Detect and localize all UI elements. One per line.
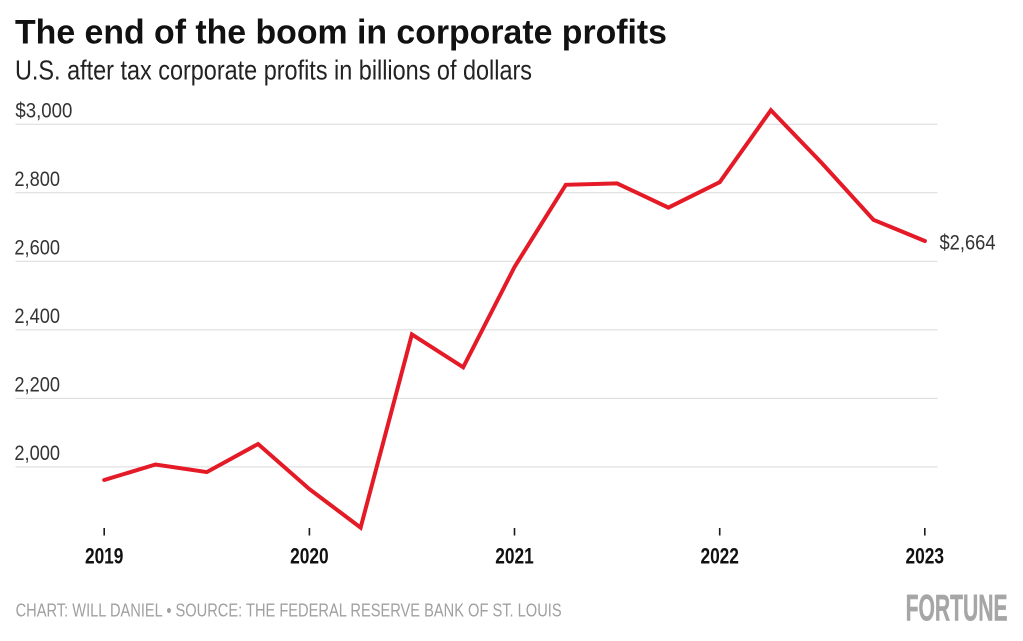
- svg-text:CHART: WILL DANIEL • SOURCE: T: CHART: WILL DANIEL • SOURCE: THE FEDERAL…: [16, 600, 562, 621]
- svg-text:2,400: 2,400: [14, 305, 60, 328]
- svg-text:2,800: 2,800: [14, 168, 60, 191]
- svg-text:2020: 2020: [290, 544, 329, 569]
- svg-text:2021: 2021: [495, 544, 534, 569]
- svg-text:FORTUNE: FORTUNE: [906, 588, 1008, 629]
- svg-text:U.S. after tax corporate profi: U.S. after tax corporate profits in bill…: [15, 55, 532, 86]
- svg-text:$3,000: $3,000: [15, 99, 72, 122]
- svg-text:$2,664: $2,664: [940, 232, 996, 255]
- svg-text:The end of the boom in corpora: The end of the boom in corporate profits: [15, 13, 667, 51]
- svg-text:2023: 2023: [906, 544, 945, 569]
- svg-text:2,200: 2,200: [14, 373, 60, 396]
- svg-text:2022: 2022: [700, 544, 739, 569]
- svg-text:2,600: 2,600: [14, 236, 60, 259]
- svg-text:2019: 2019: [85, 544, 124, 569]
- svg-text:2,000: 2,000: [14, 442, 60, 465]
